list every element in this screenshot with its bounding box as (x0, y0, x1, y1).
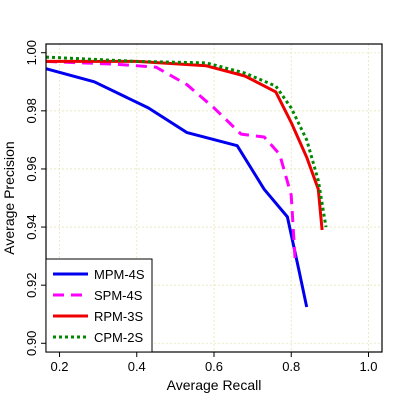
y-tick-label: 0.98 (24, 98, 39, 123)
y-tick-label: 0.90 (24, 331, 39, 356)
x-axis-label: Average Recall (167, 377, 262, 393)
y-tick-label: 0.92 (24, 273, 39, 298)
series-line-rpm-3s (46, 59, 324, 231)
series-line-cpm-2s (46, 55, 328, 228)
x-axis: 0.2 0.4 0.6 0.8 1.0 (50, 352, 378, 374)
x-tick-label: 0.8 (282, 359, 300, 374)
legend-label-mpm-4s: MPM-4S (94, 267, 145, 282)
legend-label-cpm-2s: CPM-2S (94, 330, 143, 345)
y-tick-label: 0.94 (24, 214, 39, 239)
y-tick-label: 0.96 (24, 156, 39, 181)
x-tick-label: 1.0 (359, 359, 377, 374)
x-tick-label: 0.2 (50, 359, 68, 374)
x-tick-label: 0.6 (205, 359, 223, 374)
legend-items: MPM-4S SPM-4S RPM-3S CPM-2S (53, 267, 145, 345)
legend-label-rpm-3s: RPM-3S (94, 309, 143, 324)
y-axis-label: Average Precision (1, 141, 17, 254)
series-line-spm-4s (46, 59, 297, 260)
y-axis: 0.90 0.92 0.94 0.96 0.98 1.00 (24, 40, 46, 356)
x-tick-label: 0.4 (128, 359, 146, 374)
y-tick-label: 1.00 (24, 40, 39, 65)
legend: MPM-4S SPM-4S RPM-3S CPM-2S (45, 258, 153, 353)
plot-lines (46, 55, 328, 308)
legend-label-spm-4s: SPM-4S (94, 288, 143, 303)
